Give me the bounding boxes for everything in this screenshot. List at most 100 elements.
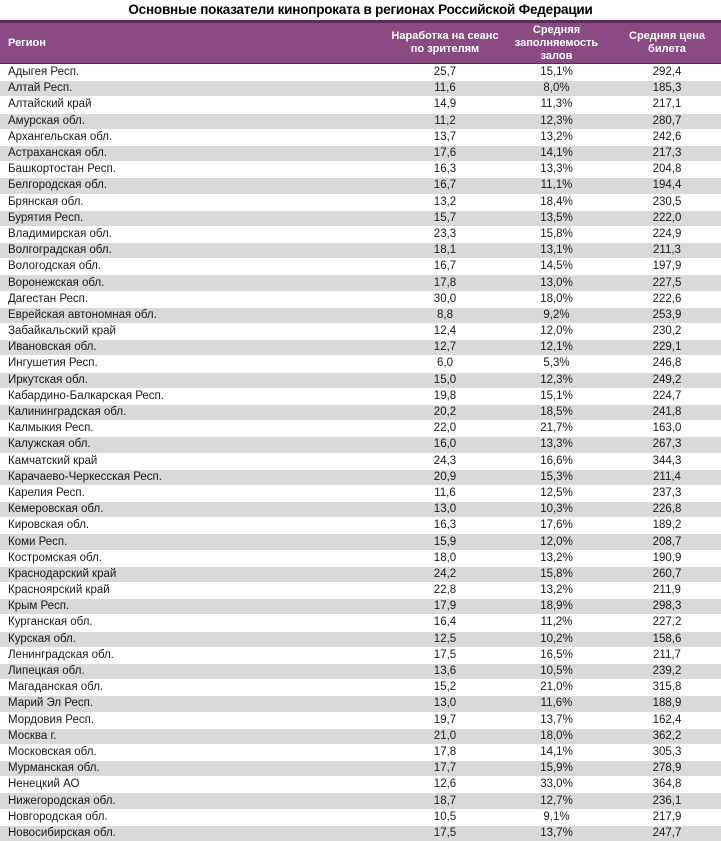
occupancy-cell: 11,3%: [540, 98, 573, 111]
sessions-cell: 11,6: [434, 82, 456, 95]
region-cell: Москва г.: [8, 729, 57, 742]
table-row: Волгоградская обл. 18,1 13,1% 211,3: [0, 242, 721, 259]
occupancy-cell: 12,3%: [540, 373, 573, 386]
sessions-cell: 17,8: [433, 276, 457, 289]
table-row: Красноярский край 22,8 13,2% 211,9: [0, 582, 721, 598]
occupancy-cell: 14,1%: [540, 147, 573, 160]
price-cell: 224,9: [652, 227, 682, 240]
price-cell: 211,9: [653, 584, 681, 597]
price-cell: 298,3: [652, 600, 682, 613]
price-cell: 242,6: [652, 130, 682, 143]
sessions-cell: 22,0: [433, 422, 457, 435]
sessions-cell: 12,7: [433, 341, 457, 354]
region-cell: Бурятия Респ.: [8, 211, 84, 224]
price-cell: 208,7: [652, 535, 682, 548]
table-row: Ингушетия Респ. 6,0 5,3% 246,8: [0, 355, 721, 371]
price-cell: 189,2: [652, 519, 682, 532]
price-cell: 241,8: [652, 406, 682, 419]
table-row: Марий Эл Респ. 13,0 11,6% 188,9: [0, 695, 721, 712]
sessions-cell: 13,7: [433, 130, 457, 143]
region-cell: Новосибирская обл.: [8, 826, 116, 839]
region-cell: Ингушетия Респ.: [8, 357, 98, 370]
price-cell: 260,7: [652, 567, 682, 580]
region-cell: Московская обл.: [8, 745, 97, 758]
price-cell: 230,5: [652, 195, 682, 208]
occupancy-cell: 13,5%: [540, 211, 573, 224]
occupancy-cell: 14,1%: [540, 745, 573, 758]
occupancy-cell: 11,2%: [540, 616, 573, 629]
region-cell: Белгородская обл.: [8, 179, 108, 192]
region-cell: Карачаево-Черкесская Респ.: [8, 470, 162, 483]
table-row: Калмыкия Респ. 22,0 21,7% 163,0: [0, 420, 721, 436]
region-cell: Вологодская обл.: [8, 260, 102, 273]
region-cell: Дагестан Респ.: [8, 292, 89, 305]
table-row: Алтай Респ. 11,6 8,0% 185,3: [0, 80, 721, 97]
table-row: Костромская обл. 18,0 13,2% 190,9: [0, 549, 721, 566]
occupancy-cell: 21,0%: [540, 681, 573, 694]
occupancy-cell: 13,2%: [540, 130, 573, 143]
sessions-cell: 17,8: [433, 745, 457, 758]
region-cell: Калининградская обл.: [8, 406, 127, 419]
table-row: Владимирская обл. 23,3 15,8% 224,9: [0, 225, 721, 242]
sessions-cell: 11,6: [434, 486, 456, 499]
table-row: Алтайский край 14,9 11,3% 217,1: [0, 96, 721, 112]
sessions-cell: 18,0: [433, 551, 457, 564]
price-cell: 211,4: [653, 470, 681, 483]
region-cell: Кабардино-Балкарская Респ.: [8, 389, 164, 402]
table-row: Камчатский край 24,3 16,6% 344,3: [0, 452, 721, 469]
sessions-cell: 15,0: [433, 373, 457, 386]
table-row: Вологодская обл. 16,7 14,5% 197,9: [0, 258, 721, 274]
sessions-cell: 17,5: [433, 648, 457, 661]
price-cell: 204,8: [652, 163, 682, 176]
price-cell: 226,8: [652, 503, 682, 516]
price-cell: 163,0: [652, 422, 682, 435]
price-cell: 249,2: [652, 373, 682, 386]
region-cell: Нижегородская обл.: [8, 794, 116, 807]
table-row: Курганская обл. 16,4 11,2% 227,2: [0, 614, 721, 630]
price-cell: 237,3: [652, 486, 682, 499]
occupancy-cell: 10,2%: [540, 632, 573, 645]
occupancy-cell: 15,9%: [540, 762, 573, 775]
occupancy-cell: 15,8%: [540, 567, 573, 580]
sessions-cell: 16,0: [433, 438, 457, 451]
sessions-cell: 20,9: [433, 470, 457, 483]
sessions-cell: 13,2: [433, 195, 457, 208]
occupancy-cell: 16,6%: [540, 454, 573, 467]
sessions-cell: 18,7: [433, 794, 457, 807]
occupancy-cell: 18,0%: [540, 729, 573, 742]
column-header-sessions: Наработка на сеанс по зрителям: [391, 30, 499, 55]
occupancy-cell: 21,7%: [540, 422, 573, 435]
occupancy-cell: 12,5%: [540, 486, 573, 499]
occupancy-cell: 12,0%: [540, 325, 573, 338]
table-row: Амурская обл. 11,2 12,3% 280,7: [0, 112, 721, 129]
occupancy-cell: 5,3%: [543, 357, 570, 370]
occupancy-cell: 12,3%: [540, 114, 573, 127]
table-row: Калужская обл. 16,0 13,3% 267,3: [0, 436, 721, 453]
price-cell: 217,1: [652, 98, 682, 111]
column-header-region: Регион: [8, 36, 46, 49]
region-cell: Мордовия Респ.: [8, 713, 95, 726]
sessions-cell: 13,0: [433, 697, 457, 710]
region-cell: Мурманская обл.: [8, 762, 100, 775]
table-row: Ивановская обл. 12,7 12,1% 229,1: [0, 339, 721, 356]
occupancy-cell: 9,2%: [543, 308, 570, 321]
price-cell: 217,3: [652, 147, 682, 160]
table-row: Забайкальский край 12,4 12,0% 230,2: [0, 323, 721, 339]
occupancy-cell: 9,1%: [543, 810, 570, 823]
sessions-cell: 15,9: [433, 535, 457, 548]
sessions-cell: 12,4: [433, 325, 457, 338]
table-header-row: Регион Наработка на сеанс по зрителям Ср…: [0, 20, 721, 64]
region-cell: Камчатский край: [8, 454, 98, 467]
region-cell: Магаданская обл.: [8, 681, 104, 694]
sessions-cell: 16,3: [433, 519, 457, 532]
occupancy-cell: 13,2%: [540, 551, 573, 564]
table-row: Иркутская обл. 15,0 12,3% 249,2: [0, 371, 721, 388]
table-row: Бурятия Респ. 15,7 13,5% 222,0: [0, 209, 721, 226]
region-cell: Калмыкия Респ.: [8, 422, 94, 435]
price-cell: 227,5: [652, 276, 682, 289]
occupancy-cell: 18,4%: [540, 195, 573, 208]
price-cell: 236,1: [652, 794, 682, 807]
page-title: Основные показатели кинопроката в регион…: [128, 2, 593, 17]
sessions-cell: 19,8: [433, 389, 457, 402]
price-cell: 280,7: [652, 114, 682, 127]
